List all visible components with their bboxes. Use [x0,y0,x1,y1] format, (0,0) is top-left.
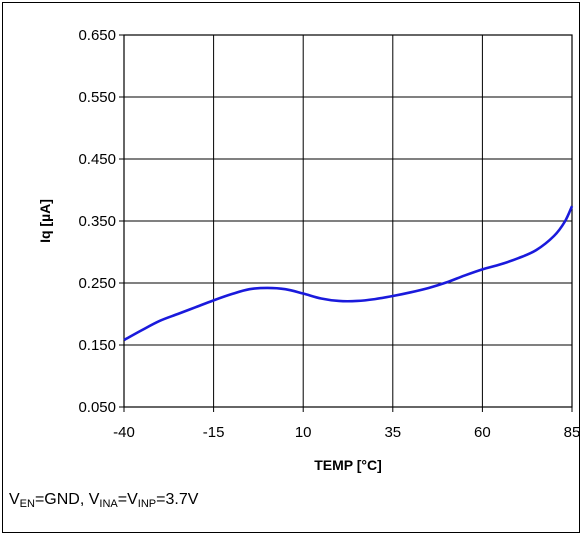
note-subscript: EN [19,498,35,510]
y-tick-label: 0.650 [78,27,116,44]
x-axis-label: TEMP [°C] [314,457,382,473]
series-group [123,205,574,342]
x-axis-ticks: -40 -15 10 35 60 85 [113,407,580,441]
y-axis-ticks: 0.050 0.150 0.250 0.350 0.450 0.550 0.650 [78,27,124,416]
note-text: V [9,491,20,508]
x-tick-label: -15 [203,424,225,441]
x-tick-label: 35 [384,424,401,441]
series-line [123,205,574,342]
note-text: =GND, V [34,491,100,508]
note-text: =3.7V [156,491,199,508]
test-conditions-note: VEN=GND, VINA=VINP=3.7V [9,491,198,510]
y-axis-label: Iq [µA] [37,199,53,243]
x-tick-label: -40 [113,424,135,441]
grid [123,34,573,408]
y-tick-label: 0.050 [78,399,116,416]
note-subscript: INP [137,498,157,510]
note-subscript: INA [99,498,118,510]
y-tick-label: 0.150 [78,337,116,354]
x-tick-label: 10 [295,424,312,441]
x-tick-label: 85 [564,424,581,441]
y-tick-label: 0.450 [78,151,116,168]
y-tick-label: 0.550 [78,89,116,106]
chart-frame [2,2,580,533]
note-text: =V [117,491,138,508]
y-tick-label: 0.250 [78,275,116,292]
y-tick-label: 0.350 [78,213,116,230]
x-tick-label: 60 [474,424,491,441]
